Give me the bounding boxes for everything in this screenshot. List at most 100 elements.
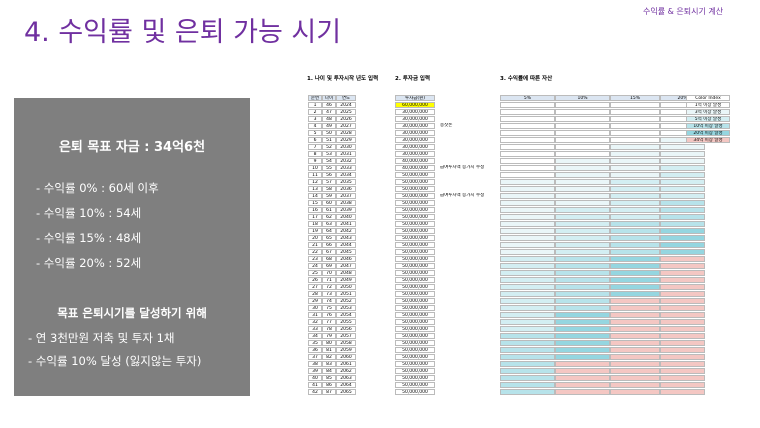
value-cell	[610, 186, 660, 192]
value-cell	[660, 158, 705, 164]
row-cell: 32	[308, 319, 322, 325]
legend-title: Color Index	[686, 95, 730, 101]
row-cell: 50,000,000	[395, 361, 435, 367]
value-cell	[610, 263, 660, 269]
row-cell: 53	[322, 151, 336, 157]
row-cell: 64	[322, 228, 336, 234]
row-cell: 55	[322, 165, 336, 171]
row-cell: 50,000,000	[395, 389, 435, 395]
value-cell	[555, 207, 610, 213]
row-cell: 48	[322, 116, 336, 122]
value-cell	[500, 144, 555, 150]
row-cell: 50,000,000	[395, 284, 435, 290]
legend-item: 10억 이상 달성	[686, 123, 730, 129]
row-cell: 30,000,000	[395, 116, 435, 122]
value-cell	[555, 137, 610, 143]
row-cell: 2063	[336, 375, 356, 381]
row-cell: 51	[322, 137, 336, 143]
row-cell: 73	[322, 291, 336, 297]
row-cell: 12	[308, 179, 322, 185]
value-cell	[660, 361, 705, 367]
value-cell	[500, 326, 555, 332]
row-cell: 60	[322, 200, 336, 206]
row-cell: 24	[308, 263, 322, 269]
value-cell	[610, 165, 660, 171]
value-cell	[610, 305, 660, 311]
row-cell: 85	[322, 375, 336, 381]
value-cell	[610, 284, 660, 290]
row-cell: 75	[322, 305, 336, 311]
row-cell: 2027	[336, 123, 356, 129]
row-cell: 2059	[336, 347, 356, 353]
note: 급여투자액 증가시 수정	[440, 165, 485, 170]
row-cell: 59	[322, 193, 336, 199]
value-cell	[555, 158, 610, 164]
row-cell: 40,000,000	[395, 165, 435, 171]
value-cell	[660, 186, 705, 192]
value-cell	[555, 109, 610, 115]
row-cell: 67	[322, 249, 336, 255]
row-cell: 2043	[336, 235, 356, 241]
row-cell: 4	[308, 123, 322, 129]
value-cell	[660, 347, 705, 353]
value-cell	[555, 123, 610, 129]
row-cell: 9	[308, 158, 322, 164]
row-cell: 2051	[336, 291, 356, 297]
row-cell: 2040	[336, 214, 356, 220]
value-cell	[555, 165, 610, 171]
value-cell	[555, 361, 610, 367]
plan-item: - 수익률 10% 달성 (잃지않는 투자)	[28, 354, 202, 368]
value-cell	[660, 305, 705, 311]
section-label: 3. 수익률에 따른 자산	[500, 76, 553, 82]
rate-header: 5%	[500, 95, 555, 101]
row-cell: 61	[322, 207, 336, 213]
value-cell	[660, 172, 705, 178]
row-cell: 2030	[336, 144, 356, 150]
row-cell: 50,000,000	[395, 179, 435, 185]
value-cell	[500, 382, 555, 388]
row-cell: 2032	[336, 158, 356, 164]
value-cell	[500, 158, 555, 164]
value-cell	[500, 298, 555, 304]
row-cell: 30,000,000	[395, 109, 435, 115]
column-header: 투자금(원)	[395, 95, 435, 101]
value-cell	[555, 221, 610, 227]
column-header: 순번	[308, 95, 322, 101]
row-cell: 19	[308, 228, 322, 234]
row-cell: 30,000,000	[395, 144, 435, 150]
row-cell: 30,000,000	[395, 137, 435, 143]
row-cell: 83	[322, 361, 336, 367]
value-cell	[610, 137, 660, 143]
row-cell: 16	[308, 207, 322, 213]
row-cell: 30,000,000	[395, 123, 435, 129]
value-cell	[610, 200, 660, 206]
row-cell: 2035	[336, 179, 356, 185]
row-cell: 76	[322, 312, 336, 318]
value-cell	[610, 116, 660, 122]
row-cell: 2064	[336, 382, 356, 388]
row-cell: 2041	[336, 221, 356, 227]
row-cell: 84	[322, 368, 336, 374]
value-cell	[660, 263, 705, 269]
value-cell	[500, 116, 555, 122]
value-cell	[660, 151, 705, 157]
value-cell	[555, 116, 610, 122]
value-cell	[555, 368, 610, 374]
row-cell: 3	[308, 116, 322, 122]
row-cell: 2046	[336, 256, 356, 262]
value-cell	[660, 298, 705, 304]
row-cell: 62	[322, 214, 336, 220]
row-cell: 49	[322, 123, 336, 129]
value-cell	[660, 207, 705, 213]
value-cell	[555, 312, 610, 318]
row-cell: 2055	[336, 319, 356, 325]
row-cell: 25	[308, 270, 322, 276]
section-label: 2. 투자금 입력	[395, 76, 431, 82]
row-cell: 41	[308, 382, 322, 388]
row-cell: 13	[308, 186, 322, 192]
value-cell	[660, 326, 705, 332]
value-cell	[555, 277, 610, 283]
value-cell	[610, 221, 660, 227]
value-cell	[555, 263, 610, 269]
